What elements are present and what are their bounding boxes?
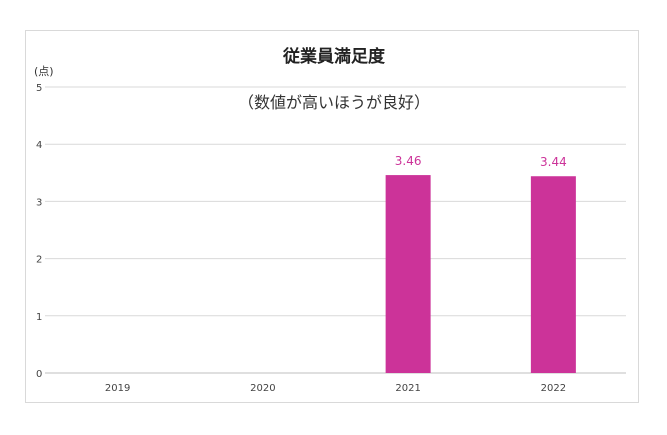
y-tick-label: 3 bbox=[36, 197, 42, 208]
y-tick-label: 5 bbox=[36, 83, 42, 94]
chart-title: 従業員満足度 bbox=[282, 46, 386, 67]
bar-2022 bbox=[530, 176, 576, 373]
y-tick-label: 1 bbox=[36, 312, 42, 323]
x-tick-label-2021: 2021 bbox=[395, 383, 420, 394]
y-tick-label: 4 bbox=[36, 140, 42, 151]
y-axis-unit-label: (点) bbox=[34, 65, 54, 78]
y-tick-label: 0 bbox=[36, 369, 42, 380]
data-label-2022: 3.44 bbox=[540, 155, 567, 169]
x-tick-label-2020: 2020 bbox=[250, 383, 275, 394]
data-label-2021: 3.46 bbox=[395, 154, 422, 168]
bar-2021 bbox=[385, 175, 431, 373]
x-tick-label-2019: 2019 bbox=[105, 383, 130, 394]
y-tick-label: 2 bbox=[36, 255, 42, 266]
x-tick-label-2022: 2022 bbox=[541, 383, 566, 394]
chart-subtitle: （数値が高いほうが良好） bbox=[238, 93, 430, 112]
grid-layer bbox=[45, 86, 626, 374]
labels-layer: 0 1 2 3 4 5 2019 2020 3.46 2021 3.44 2022 bbox=[36, 83, 567, 394]
bars-layer bbox=[385, 175, 576, 373]
